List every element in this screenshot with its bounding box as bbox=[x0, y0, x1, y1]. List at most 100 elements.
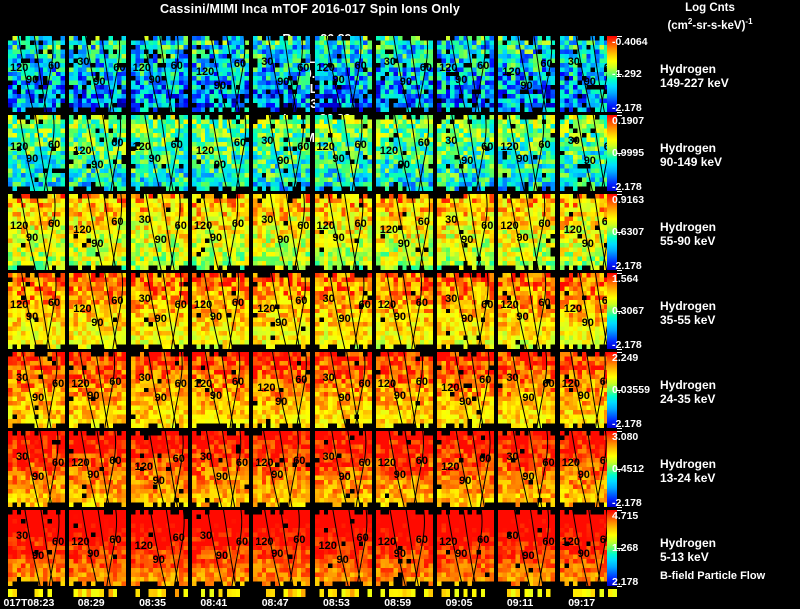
row-colorbar[interactable] bbox=[607, 194, 617, 270]
colorbar-tick bbox=[617, 469, 622, 470]
summary-strip-segment bbox=[498, 589, 556, 597]
pitch-angle-contours bbox=[389, 510, 425, 586]
pitch-angle-contours bbox=[513, 431, 549, 507]
pitch-angle-contours bbox=[20, 194, 56, 270]
colorbar-tick bbox=[617, 36, 622, 37]
summary-strip-segment bbox=[130, 589, 188, 597]
pitch-angle-contours bbox=[508, 115, 545, 191]
row-colorbar[interactable] bbox=[607, 36, 617, 112]
row-colorbar[interactable] bbox=[607, 273, 617, 349]
energy-range: 13-24 keV bbox=[660, 471, 716, 485]
pitch-angle-contours bbox=[264, 510, 301, 586]
row-species-label: Hydrogen 13-24 keV bbox=[660, 457, 716, 485]
pitch-angle-contours bbox=[330, 431, 366, 507]
species-name: Hydrogen bbox=[660, 220, 717, 234]
b-field-annotation: B-field Particle Flow bbox=[660, 570, 766, 582]
colorbar-tick bbox=[617, 273, 622, 274]
colorbar-tick-label: -2.178 bbox=[612, 260, 642, 272]
colorbar-tick-label: -2.178 bbox=[612, 181, 642, 193]
row-colorbar[interactable] bbox=[607, 115, 617, 191]
row-colorbar[interactable] bbox=[607, 352, 617, 428]
colorbar-tick bbox=[617, 352, 622, 353]
colorbar-tick bbox=[617, 390, 622, 391]
summary-strip-segment bbox=[314, 589, 372, 597]
pitch-angle-contours bbox=[23, 431, 59, 507]
row-colorbar[interactable] bbox=[607, 431, 617, 507]
pitch-angle-contours bbox=[392, 36, 428, 112]
pitch-angle-contours bbox=[512, 352, 548, 428]
pitch-angle-contours bbox=[571, 510, 608, 586]
pitch-angle-contours bbox=[268, 115, 305, 191]
pitch-angle-contours bbox=[514, 510, 550, 586]
colorbar-tick-label: 0.6307 bbox=[612, 226, 645, 238]
pitch-angle-contours bbox=[81, 510, 118, 586]
row-colorbar[interactable] bbox=[607, 510, 617, 586]
colorbar-tick bbox=[617, 153, 622, 154]
pitch-angle-contours bbox=[331, 510, 367, 586]
